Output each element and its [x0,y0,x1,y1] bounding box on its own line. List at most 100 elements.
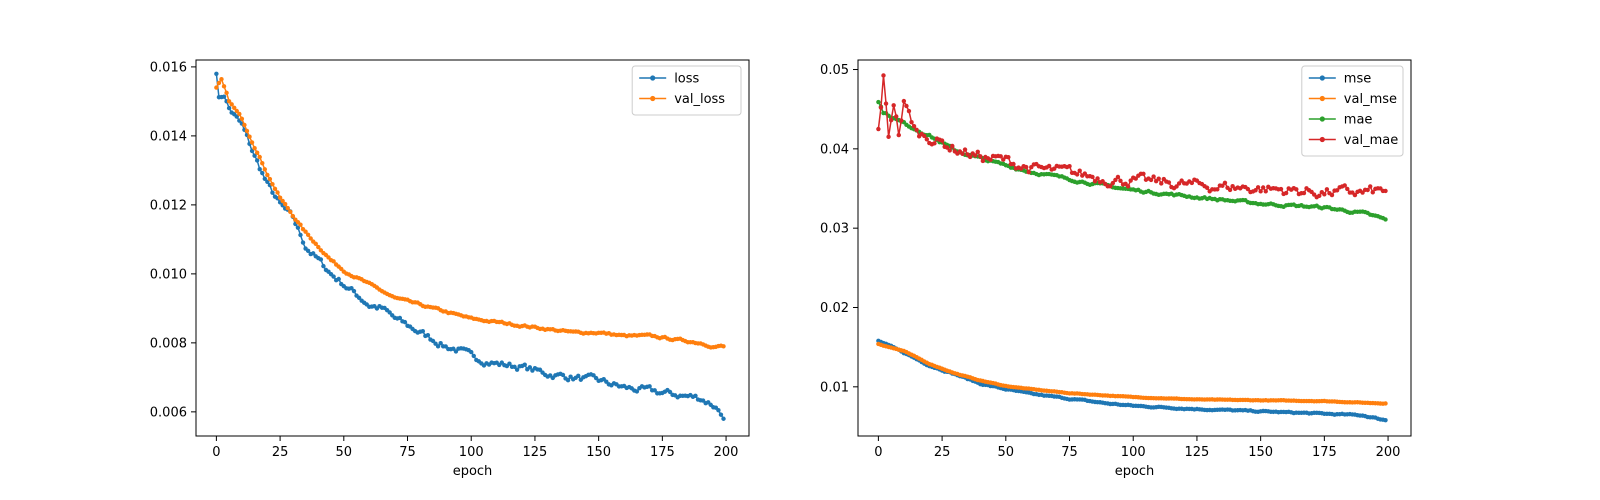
loss-point [514,367,520,372]
val-loss-point [219,77,224,82]
loss-point [420,329,426,334]
loss-point [512,364,517,369]
loss-point [522,362,527,367]
val-mae-point [1011,161,1016,167]
val-loss-point [280,198,285,204]
val-mae-point [1222,180,1228,185]
val-loss-line [215,77,724,349]
val-mae-point [962,147,968,152]
val-mae-point [1077,168,1082,173]
val-mae-point [1345,186,1350,192]
val-mae-point [1133,176,1138,181]
val-mae-point [1215,187,1220,192]
val-loss-point [249,140,255,145]
val-loss-point [252,146,257,151]
val-mae-point [1258,189,1263,194]
val-loss-point [267,176,273,182]
legend-marker-val-mae [1319,136,1325,143]
val-mae-point [1352,192,1358,198]
val-mae-point [939,138,945,143]
loss-point [652,388,657,393]
val-mse-point [1383,401,1388,406]
metrics-plot: 0 25 50 75 100 125 150 175 200 0.01 0.02 0.03 0.04 0.… [820,59,1412,479]
val-mae-point [1113,177,1118,183]
legend-box [1301,65,1404,157]
val-loss-point [285,205,290,211]
val-loss-point [229,102,234,107]
mae-point [1383,217,1388,222]
loss-point [593,375,599,381]
val-mae-point [1324,187,1330,192]
val-mae-point [960,151,965,157]
y-tick-label: 0.006 [150,405,187,420]
val-mae-point [973,153,978,158]
val-loss-point [262,167,268,172]
val-mae-point [978,154,983,159]
val-mae-point [1174,184,1179,189]
val-mae-point [1159,181,1164,186]
val-mae-point [1023,164,1029,170]
val-loss-point [265,172,270,178]
val-mae-point [891,103,896,108]
val-loss-point [257,154,262,160]
val-mae-point [901,98,907,104]
loss-point [295,225,301,230]
y-tick-label: 0.02 [820,301,849,316]
x-tick-label: 25 [934,445,951,460]
loss-point [565,377,571,383]
mse-line [878,340,1386,421]
val-loss-point [232,105,237,110]
val-mae-point [886,134,891,140]
x-tick-label: 75 [399,445,416,460]
val-mae-point [881,73,886,78]
val-loss-point [316,244,321,250]
val-loss-point [270,182,275,187]
val-mae-point [904,103,909,109]
legend: loss val_loss [631,65,742,116]
loss-point [397,315,403,321]
loss-point [331,274,336,279]
val-loss-point [308,236,313,241]
val-loss-point [239,116,245,122]
val-mae-point [878,105,884,110]
legend-label-loss: loss [674,72,699,87]
x-tick-label: 200 [1376,445,1401,460]
val-mae-point [1255,185,1261,190]
val-mae-point [1278,186,1284,192]
val-mae-point [1365,187,1370,193]
val-mae-point [896,132,901,138]
val-mae-point [1110,180,1116,186]
plot-frame [857,59,1412,437]
val-loss-point [275,190,280,195]
y-tick-label: 0.05 [820,63,849,78]
val-mae-point [1090,174,1095,180]
loss-point [257,167,262,172]
val-mae-point [1227,187,1233,193]
loss-line [215,73,725,420]
val-loss-point [305,232,311,237]
val-mae-point [1329,192,1335,198]
val-mae-point [876,126,881,132]
val-mae-point [980,158,986,164]
legend-label-mae: mae [1344,113,1373,128]
val-mae-point [899,118,904,123]
val-mae-point [1317,193,1322,199]
val-loss-point [226,99,232,104]
series-group [876,73,1388,423]
val-mae-point [924,137,930,142]
x-tick-label: 0 [874,445,882,460]
val-loss-point [303,229,308,234]
loss-point [716,408,721,413]
loss-point [356,295,362,301]
y-tick-label: 0.016 [150,60,187,75]
loss-point [721,416,726,421]
x-tick-label: 50 [998,445,1015,460]
val-mae-point [998,154,1003,159]
val-mae-point [1383,188,1388,194]
val-mae-point [1166,180,1172,185]
val-mae-point [1148,177,1154,183]
legend-marker-val-loss [650,95,656,102]
loss-point [507,361,512,366]
val-mae-point [1115,174,1121,180]
